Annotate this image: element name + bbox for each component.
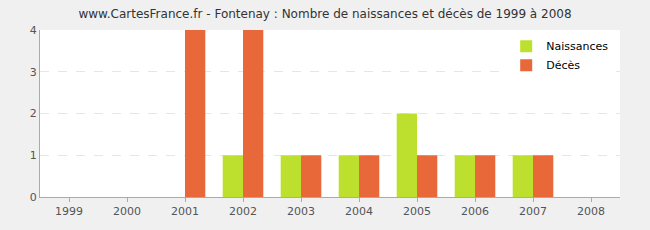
svg-text:2002: 2002	[229, 205, 257, 218]
svg-text:www.CartesFrance.fr - Fontenay: www.CartesFrance.fr - Fontenay : Nombre …	[78, 7, 571, 21]
svg-text:3: 3	[30, 66, 37, 79]
svg-text:2001: 2001	[171, 205, 199, 218]
svg-text:2004: 2004	[345, 205, 373, 218]
svg-text:4: 4	[30, 24, 37, 37]
svg-text:2003: 2003	[287, 205, 315, 218]
svg-text:2: 2	[30, 107, 37, 120]
svg-text:1: 1	[30, 149, 37, 162]
svg-text:2007: 2007	[519, 205, 547, 218]
svg-text:Naissances: Naissances	[546, 40, 608, 53]
svg-text:2006: 2006	[461, 205, 489, 218]
svg-text:Décès: Décès	[546, 59, 580, 72]
svg-text:0: 0	[30, 191, 37, 204]
svg-text:1999: 1999	[55, 205, 83, 218]
svg-text:2000: 2000	[113, 205, 141, 218]
svg-text:2005: 2005	[403, 205, 431, 218]
svg-text:2008: 2008	[577, 205, 605, 218]
